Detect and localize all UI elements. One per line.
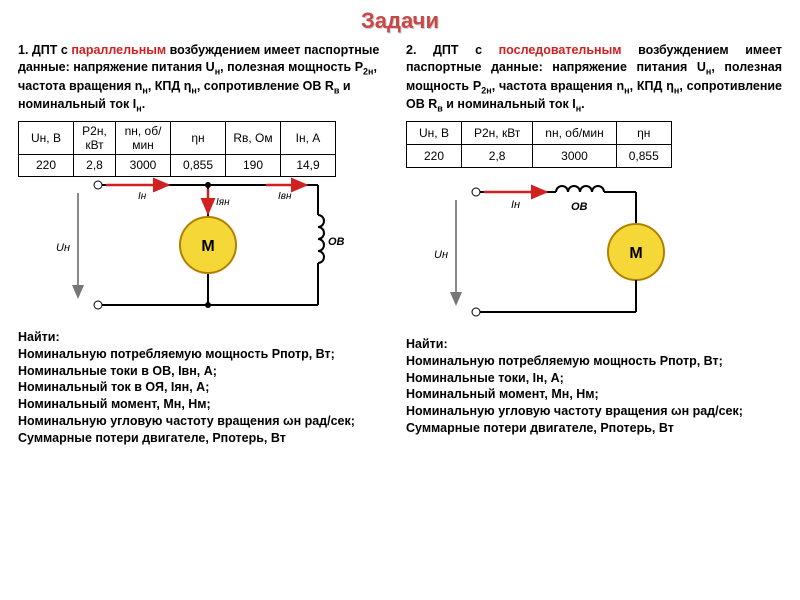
table2: Uн, В P2н, кВт nн, об/мин ηн 220 2,8 300… — [406, 121, 672, 168]
problem2-text: 2. ДПТ с последовательным возбуждением и… — [406, 42, 782, 115]
svg-text:ОВ: ОВ — [328, 236, 345, 248]
svg-text:Uн: Uн — [434, 249, 448, 261]
svg-text:Iвн: Iвн — [278, 191, 292, 202]
svg-text:Iян: Iян — [216, 197, 230, 208]
find2: Найти: Номинальную потребляемую мощность… — [406, 336, 782, 437]
find1: Найти: Номинальную потребляемую мощность… — [18, 329, 394, 447]
page-title: Задачи — [0, 0, 800, 34]
svg-text:Uн: Uн — [56, 242, 70, 254]
svg-text:М: М — [629, 245, 642, 262]
svg-text:Iн: Iн — [138, 191, 147, 202]
svg-text:М: М — [201, 238, 214, 255]
svg-text:ОВ: ОВ — [571, 201, 588, 213]
diagram1: М Iн Iян Iвн ОВ Uн — [18, 175, 394, 325]
diagram2: М Iн ОВ Uн — [406, 182, 782, 332]
problem1-text: 1. ДПТ с параллельным возбуждением имеет… — [18, 42, 394, 115]
table1: Uн, В P2н, кВт nн, об/мин ηн Rв, Ом Iн, … — [18, 121, 336, 177]
svg-text:Iн: Iн — [511, 199, 520, 211]
